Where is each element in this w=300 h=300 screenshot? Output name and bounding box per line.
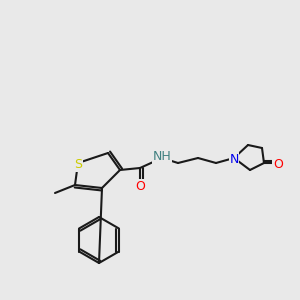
Text: O: O	[135, 180, 145, 193]
Text: S: S	[74, 158, 82, 171]
Text: NH: NH	[153, 150, 171, 163]
Text: O: O	[273, 158, 283, 171]
Text: N: N	[229, 153, 239, 166]
